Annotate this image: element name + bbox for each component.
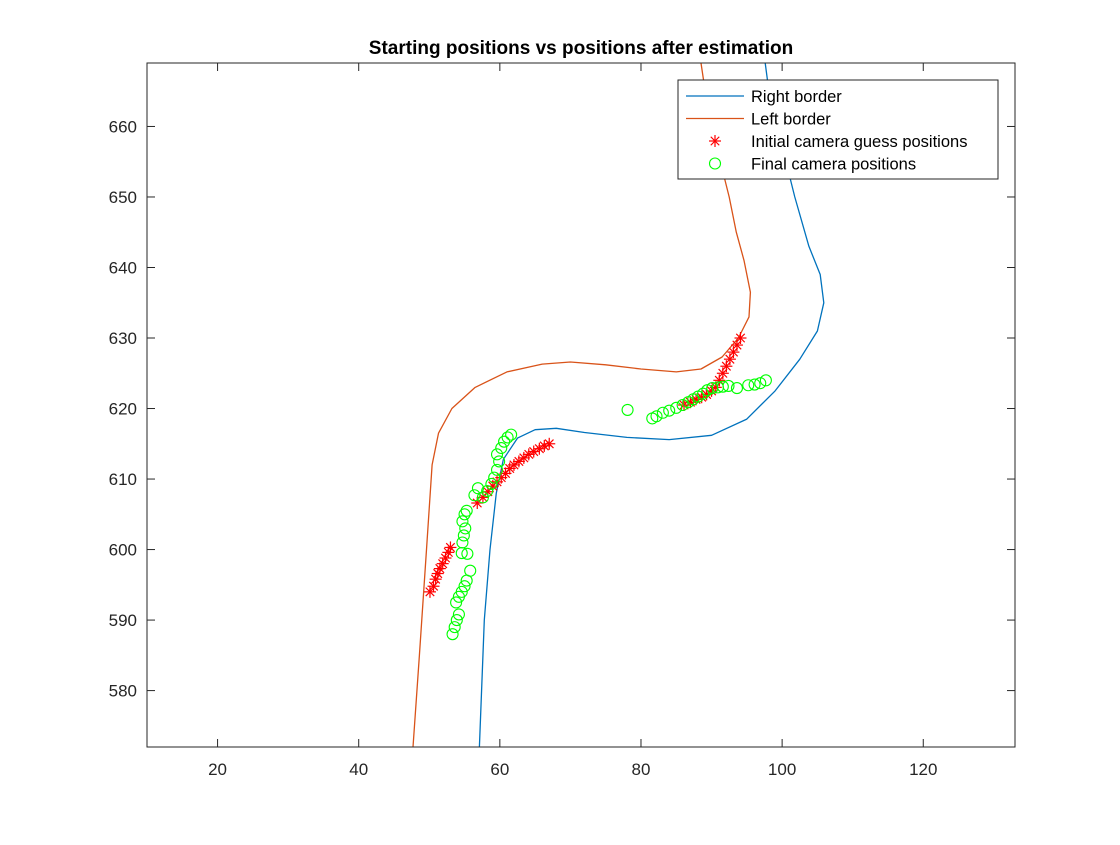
final-position-marker bbox=[697, 387, 710, 400]
initial-guess-marker bbox=[734, 332, 747, 345]
initial-guess-marker bbox=[517, 451, 530, 464]
final-position-marker bbox=[663, 404, 676, 417]
legend-label: Left border bbox=[751, 111, 831, 129]
legend-label: Initial camera guess positions bbox=[751, 133, 967, 151]
final-position-marker bbox=[670, 401, 683, 414]
y-tick-label: 660 bbox=[109, 117, 137, 136]
final-position-marker bbox=[461, 547, 474, 560]
final-position-marker bbox=[471, 482, 485, 495]
final-position-marker bbox=[481, 484, 494, 498]
final-position-marker bbox=[455, 585, 468, 598]
final-position-marker bbox=[716, 380, 729, 393]
final-position-marker bbox=[488, 471, 501, 484]
final-position-marker bbox=[759, 374, 772, 387]
initial-guess-marker bbox=[533, 442, 546, 455]
legend-label: Final camera positions bbox=[751, 156, 916, 174]
final-position-marker bbox=[748, 378, 761, 391]
y-tick-label: 600 bbox=[109, 541, 137, 560]
final-position-marker bbox=[498, 435, 511, 448]
final-position-marker bbox=[501, 431, 514, 444]
legend: Right border Left border Initial camera gu… bbox=[677, 79, 999, 180]
final-position-marker bbox=[476, 491, 489, 504]
final-position-marker bbox=[754, 377, 767, 390]
initial-guess-marker bbox=[538, 439, 551, 452]
y-tick-label: 620 bbox=[109, 400, 137, 419]
final-position-marker bbox=[621, 403, 634, 416]
initial-guess-marker bbox=[436, 557, 449, 570]
y-tick-label: 650 bbox=[109, 188, 137, 207]
initial-guess-marker bbox=[442, 546, 455, 559]
initial-guess-marker bbox=[444, 541, 457, 554]
y-tick-label: 640 bbox=[109, 258, 137, 277]
x-tick-label: 120 bbox=[909, 760, 937, 779]
initial-guess-marker bbox=[433, 562, 446, 575]
final-position-marker bbox=[650, 410, 663, 423]
final-position-marker bbox=[490, 448, 504, 461]
x-tick-label: 20 bbox=[208, 760, 227, 779]
final-position-marker bbox=[656, 406, 669, 419]
final-position-marker bbox=[456, 536, 469, 549]
final-position-marker bbox=[730, 382, 744, 395]
final-position-marker bbox=[456, 515, 469, 528]
data-layer bbox=[412, 63, 825, 747]
final-position-marker bbox=[485, 477, 498, 491]
y-tick-label: 630 bbox=[109, 329, 137, 348]
legend-label: Right border bbox=[751, 88, 842, 106]
initial-guess-marker bbox=[723, 353, 736, 366]
right-border-line bbox=[478, 63, 825, 747]
initial-guess-marker bbox=[730, 339, 743, 352]
initial-guess-marker bbox=[543, 437, 556, 450]
initial-guess-marker bbox=[429, 573, 442, 586]
initial-guess-marker bbox=[431, 567, 444, 580]
y-tick-label: 590 bbox=[109, 611, 137, 630]
x-tick-label: 80 bbox=[632, 760, 651, 779]
legend-sample-2 bbox=[709, 135, 721, 147]
y-tick-label: 580 bbox=[109, 682, 137, 701]
final-position-marker bbox=[452, 608, 465, 621]
final-position-marker bbox=[495, 441, 508, 455]
final-position-marker bbox=[493, 455, 506, 468]
final-position-marker bbox=[450, 614, 463, 627]
x-tick-label: 40 bbox=[349, 760, 368, 779]
axes-box bbox=[146, 62, 1016, 748]
final-position-marker bbox=[457, 529, 470, 542]
final-position-marker bbox=[460, 504, 473, 517]
chart-title: Starting positions vs positions after es… bbox=[369, 38, 793, 59]
final-position-marker bbox=[722, 379, 735, 393]
x-tick-label: 100 bbox=[768, 760, 796, 779]
ticks-layer: 20 40 60 80 100 120 580 590 600 610 620 630 640 650 66… bbox=[109, 63, 1015, 779]
final-position-marker bbox=[742, 379, 755, 392]
final-position-marker bbox=[446, 628, 459, 641]
left-border-line bbox=[412, 63, 752, 747]
final-position-marker bbox=[464, 564, 477, 577]
initial-guess-marker bbox=[427, 580, 440, 593]
final-position-marker bbox=[450, 596, 463, 609]
x-tick-label: 60 bbox=[490, 760, 509, 779]
final-position-marker bbox=[505, 428, 518, 441]
final-position-marker bbox=[458, 580, 471, 593]
final-position-marker bbox=[448, 621, 461, 634]
final-position-marker bbox=[676, 398, 689, 412]
y-tick-label: 610 bbox=[109, 470, 137, 489]
final-position-marker bbox=[490, 463, 504, 476]
final-position-marker bbox=[458, 508, 471, 521]
final-position-marker bbox=[468, 489, 481, 502]
legend-sample-3 bbox=[708, 157, 722, 170]
final-position-marker bbox=[459, 522, 472, 535]
